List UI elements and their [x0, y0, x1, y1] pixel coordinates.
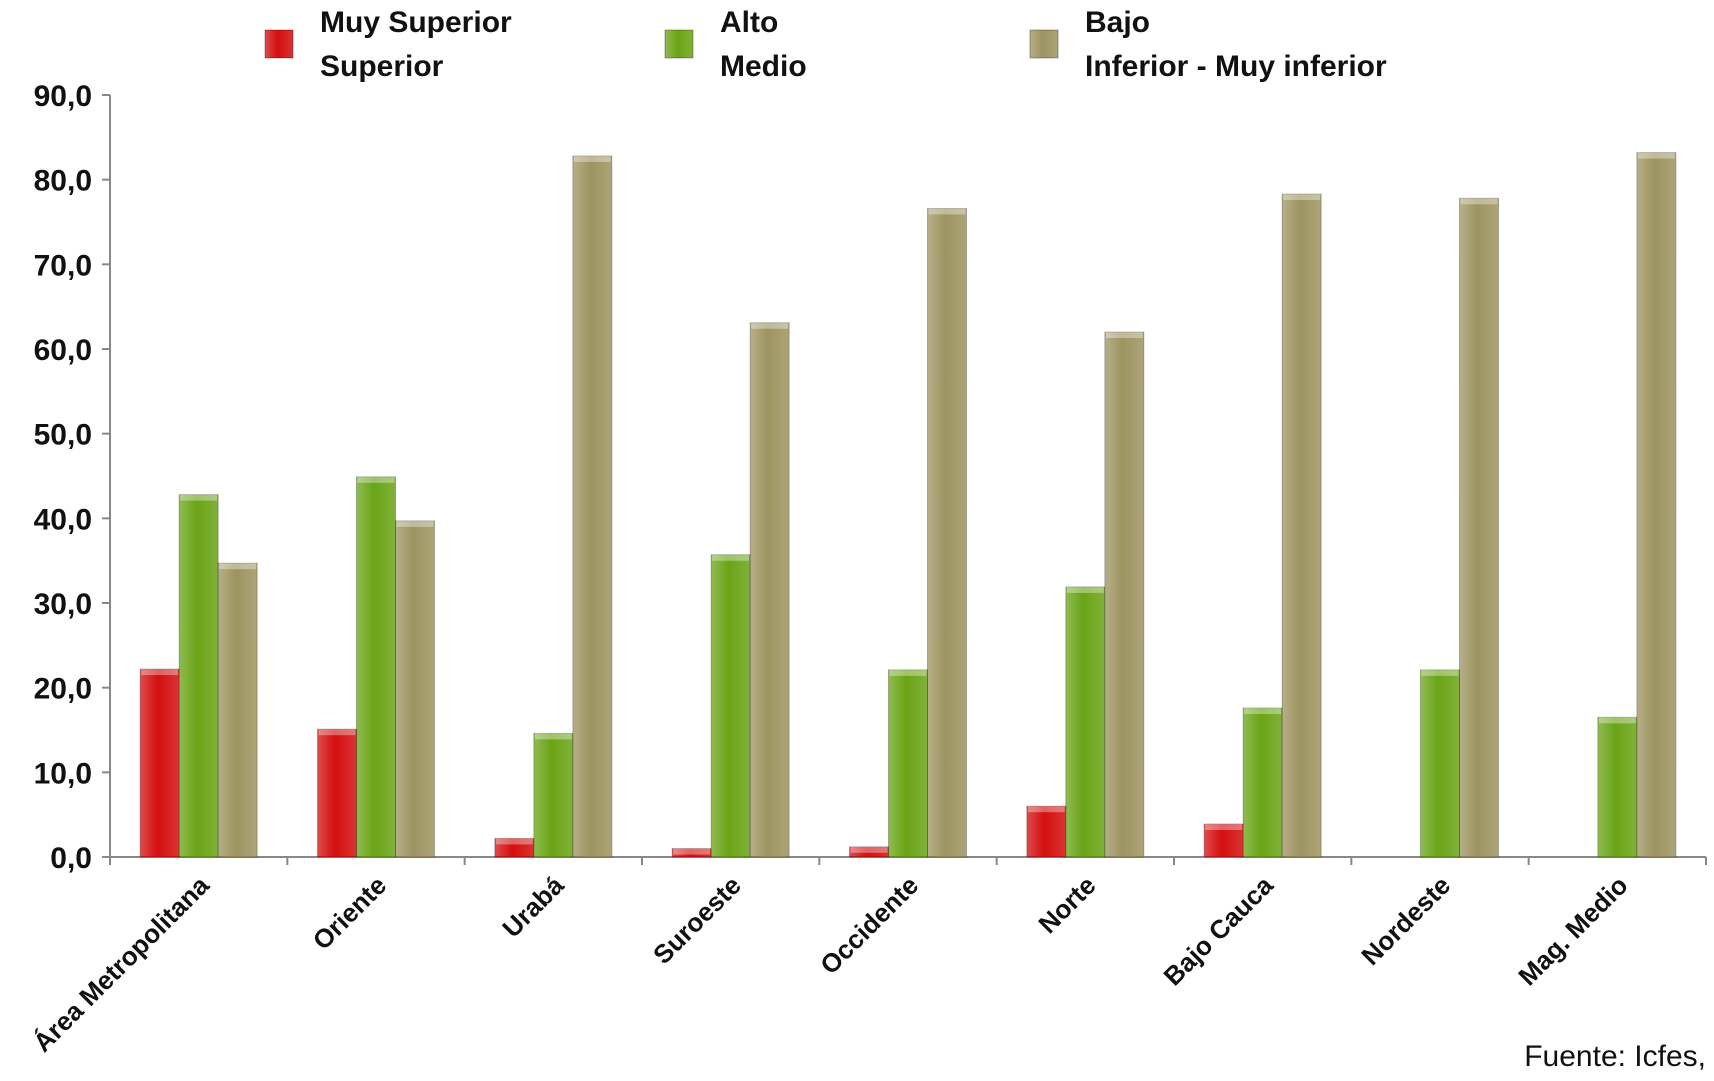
bar-1-1 — [356, 476, 396, 858]
bar-top-highlight — [1105, 332, 1143, 339]
bar-2-8 — [1636, 152, 1677, 858]
bar-top-highlight — [318, 729, 356, 736]
legend-swatch — [664, 29, 694, 59]
legend-label: Bajo — [1085, 6, 1150, 39]
y-tick-label: 90,0 — [34, 80, 92, 113]
bar-top-highlight — [141, 669, 179, 676]
legend: Muy Superior Superior Alto Medio Bajo Inferio… — [264, 6, 1387, 83]
legend-label: Medio — [720, 50, 807, 83]
bar-top-highlight — [396, 520, 434, 527]
y-tick-label: 0,0 — [50, 842, 92, 875]
y-tick-label: 20,0 — [34, 673, 92, 706]
bar-top-highlight — [1066, 586, 1104, 593]
legend-label: Inferior - Muy inferior — [1085, 50, 1387, 83]
bar-2-7 — [1459, 197, 1499, 858]
bar-top-highlight — [850, 846, 888, 853]
bar-2-0 — [217, 562, 258, 858]
bar-2-4 — [927, 207, 967, 858]
y-tick-label: 70,0 — [34, 249, 92, 282]
bar-top-highlight — [573, 155, 611, 162]
bar-top-highlight — [751, 322, 789, 329]
bar-2-6 — [1281, 193, 1322, 858]
bar-top-highlight — [712, 554, 750, 561]
bar-top-highlight — [1205, 823, 1243, 830]
bar-0-0 — [139, 668, 180, 858]
bar-top-highlight — [673, 848, 711, 855]
bar-1-5 — [1065, 586, 1106, 858]
legend-label: Muy Superior — [320, 6, 512, 39]
legend-swatch — [264, 29, 294, 59]
bar-2-2 — [572, 155, 613, 858]
y-tick-label: 80,0 — [34, 165, 92, 198]
bar-top-highlight — [1283, 194, 1321, 201]
bar-top-highlight — [1598, 717, 1636, 724]
category-label: Occidente — [814, 870, 924, 980]
bar-1-4 — [888, 669, 928, 858]
source-note: Fuente: Icfes, — [1524, 1040, 1706, 1073]
bar-1-3 — [710, 554, 751, 858]
bar-1-6 — [1242, 707, 1283, 858]
bar-top-highlight — [1460, 198, 1498, 205]
legend-label: Superior — [320, 50, 444, 83]
bar-0-6 — [1203, 823, 1244, 858]
bar-1-8 — [1597, 716, 1638, 858]
legend-swatch — [1029, 29, 1059, 59]
category-label: Oriente — [307, 870, 393, 956]
y-tick-label: 10,0 — [34, 757, 92, 790]
bar-top-highlight — [928, 208, 966, 215]
bar-1-2 — [533, 732, 574, 858]
category-label: Mag. Medio — [1512, 870, 1633, 991]
category-label: Urabá — [496, 870, 570, 944]
bar-2-3 — [749, 322, 790, 858]
category-label: Bajo Cauca — [1158, 870, 1280, 992]
y-tick-label: 50,0 — [34, 419, 92, 452]
category-label: Suroeste — [647, 870, 747, 970]
bar-0-1 — [317, 728, 357, 858]
bar-top-highlight — [1244, 707, 1282, 714]
bar-top-highlight — [889, 669, 927, 676]
axes: 0,0 10,0 20,0 30,0 40,0 50,0 60,0 70,0 80,0 90,0 — [34, 80, 1707, 875]
legend-label: Alto — [720, 6, 778, 39]
y-tick-label: 40,0 — [34, 503, 92, 536]
bar-top-highlight — [1421, 669, 1459, 676]
bar-top-highlight — [1027, 806, 1065, 813]
bar-2-5 — [1104, 331, 1145, 858]
y-tick-label: 60,0 — [34, 334, 92, 367]
bar-0-5 — [1026, 805, 1067, 858]
category-label: Área Metropolitana — [27, 870, 215, 1058]
bar-1-0 — [178, 494, 219, 858]
bar-top-highlight — [180, 494, 218, 501]
bar-top-highlight — [495, 838, 533, 845]
category-label: Norte — [1032, 870, 1101, 939]
bar-top-highlight — [219, 563, 257, 570]
category-labels: Área Metropolitana Oriente Urabá Suroeste Oc… — [27, 870, 1633, 1058]
bar-top-highlight — [534, 733, 572, 740]
bar-1-7 — [1420, 669, 1460, 858]
y-tick-label: 30,0 — [34, 588, 92, 621]
bar-top-highlight — [357, 476, 395, 483]
category-label: Nordeste — [1355, 870, 1456, 971]
bar-top-highlight — [1637, 152, 1675, 159]
bar-2-1 — [395, 520, 435, 858]
bars — [139, 152, 1677, 858]
